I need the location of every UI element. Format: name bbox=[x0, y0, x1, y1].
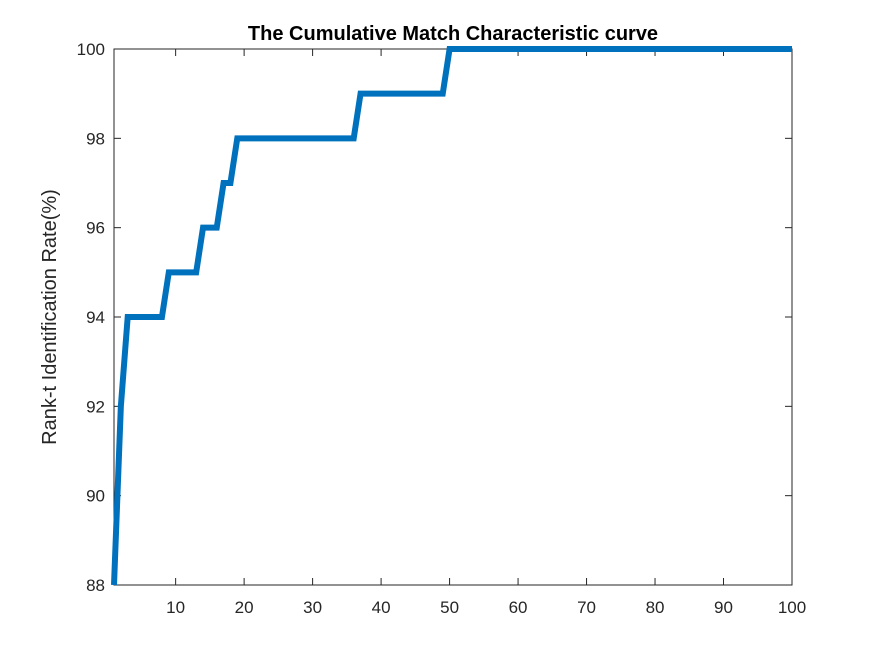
y-tick-labels: 88 90 92 94 96 98 100 bbox=[77, 40, 105, 595]
x-tick-label: 90 bbox=[714, 598, 733, 617]
y-tick-label: 98 bbox=[86, 129, 105, 148]
chart-title: The Cumulative Match Characteristic curv… bbox=[248, 23, 658, 45]
y-tick-label: 96 bbox=[86, 219, 105, 238]
y-tick-label: 92 bbox=[86, 397, 105, 416]
x-tick-label: 50 bbox=[440, 598, 459, 617]
y-tick-label: 90 bbox=[86, 487, 105, 506]
y-axis-label: Rank-t Identification Rate(%) bbox=[39, 189, 61, 445]
y-tick-label: 88 bbox=[86, 576, 105, 595]
x-tick-label: 40 bbox=[372, 598, 391, 617]
x-tick-label: 20 bbox=[235, 598, 254, 617]
x-tick-labels: 10 20 30 40 50 60 70 80 90 100 bbox=[166, 598, 806, 617]
series-line bbox=[111, 46, 792, 586]
x-tick-label: 10 bbox=[166, 598, 185, 617]
x-tick-label: 60 bbox=[509, 598, 528, 617]
plot-area bbox=[114, 49, 792, 585]
x-tick-label: 70 bbox=[577, 598, 596, 617]
series-group bbox=[111, 46, 792, 586]
y-tick-label: 100 bbox=[77, 40, 105, 59]
x-tick-label: 100 bbox=[778, 598, 806, 617]
x-tick-label: 80 bbox=[646, 598, 665, 617]
y-tick-label: 94 bbox=[86, 308, 105, 327]
x-tick-label: 30 bbox=[303, 598, 322, 617]
